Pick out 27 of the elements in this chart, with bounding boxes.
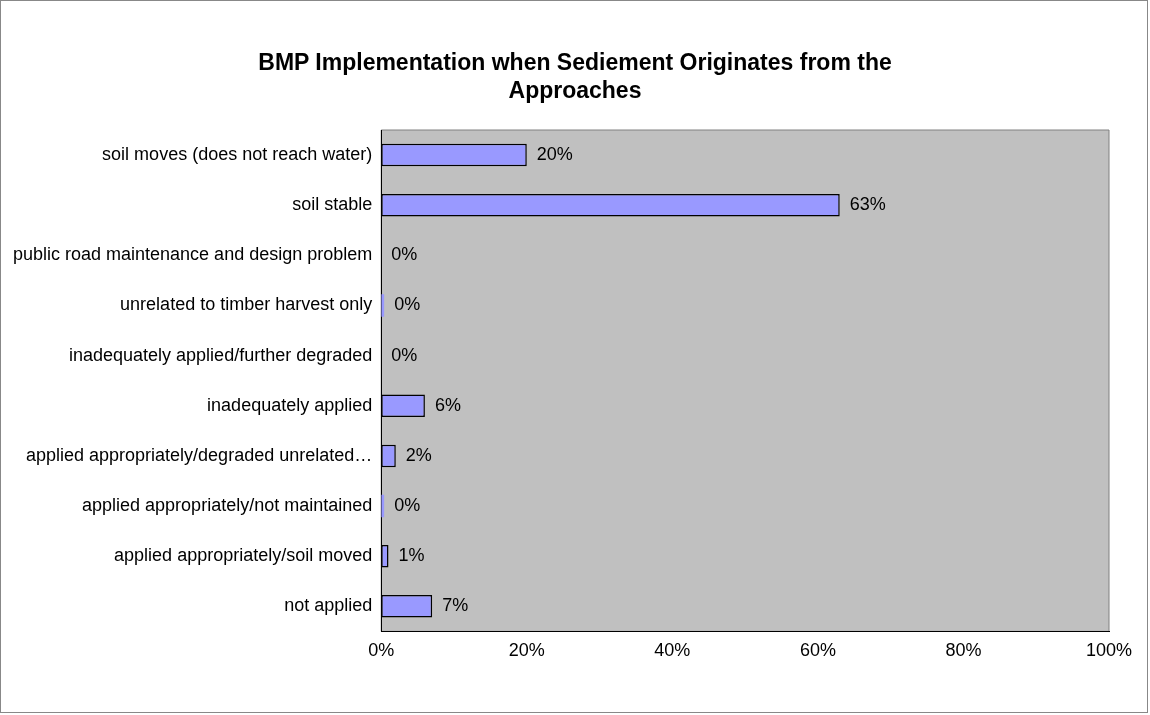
y-tick-label: unrelated to timber harvest only: [120, 294, 373, 315]
x-tick-label: 0%: [368, 640, 395, 661]
chart-title: BMP Implementation when Sediement Originates from the Approaches: [257, 48, 893, 104]
data-label: 7%: [442, 595, 469, 616]
x-tick-label: 80%: [945, 640, 982, 661]
data-label: 0%: [391, 344, 418, 365]
y-tick-label: public road maintenance and design problem: [12, 244, 373, 265]
x-tick-label: 40%: [654, 640, 691, 661]
x-tick-label: 60%: [799, 640, 836, 661]
y-tick-label: not applied: [284, 595, 373, 616]
y-tick-label: applied appropriately/soil moved: [114, 545, 373, 566]
data-label: 63%: [849, 194, 886, 215]
data-label: 2%: [405, 444, 432, 465]
y-tick-label: applied appropriately/not maintained: [82, 495, 373, 516]
y-tick-label: soil moves (does not reach water): [102, 144, 373, 165]
data-label: 0%: [391, 244, 418, 265]
data-label: 20%: [536, 144, 573, 165]
x-tick-label: 100%: [1085, 640, 1133, 661]
y-tick-label: applied appropriately/degraded unrelated…: [25, 444, 373, 465]
y-tick-label: inadequately applied/further degraded: [69, 344, 373, 365]
x-tick-label: 20%: [508, 640, 545, 661]
data-label: 0%: [394, 294, 421, 315]
y-tick-label: inadequately applied: [207, 394, 373, 415]
y-tick-label: soil stable: [292, 194, 373, 215]
data-label: 6%: [434, 394, 461, 415]
data-label: 0%: [394, 495, 421, 516]
data-label: 1%: [398, 545, 425, 566]
